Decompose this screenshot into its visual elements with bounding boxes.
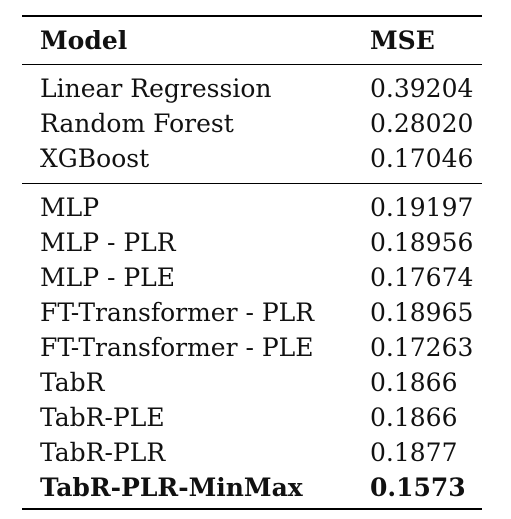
table-row: FT-Transformer - PLE 0.17263 — [0, 331, 511, 365]
model-name: FT-Transformer - PLE — [40, 333, 314, 362]
table-row: TabR 0.1866 — [0, 366, 511, 400]
table-row: TabR-PLR 0.1877 — [0, 436, 511, 470]
header-rule — [22, 64, 482, 65]
table-row: MLP - PLR 0.18956 — [0, 226, 511, 260]
model-name: TabR-PLR-MinMax — [40, 473, 303, 502]
model-name: FT-Transformer - PLR — [40, 298, 315, 327]
mse-value: 0.17674 — [370, 263, 474, 292]
table-row: MLP 0.19197 — [0, 191, 511, 225]
model-name: TabR-PLR — [40, 438, 166, 467]
table-row: TabR-PLE 0.1866 — [0, 401, 511, 435]
mse-value: 0.18956 — [370, 228, 474, 257]
table-row: MLP - PLE 0.17674 — [0, 261, 511, 295]
model-name: Linear Regression — [40, 74, 272, 103]
table-row: FT-Transformer - PLR 0.18965 — [0, 296, 511, 330]
model-name: MLP - PLR — [40, 228, 176, 257]
model-name: TabR — [40, 368, 105, 397]
mse-value: 0.1866 — [370, 403, 458, 432]
table-row: Linear Regression 0.39204 — [0, 72, 511, 106]
table-row: Random Forest 0.28020 — [0, 107, 511, 141]
table-row: XGBoost 0.17046 — [0, 142, 511, 176]
model-name: MLP — [40, 193, 100, 222]
table-row-highlight: TabR-PLR-MinMax 0.1573 — [0, 471, 511, 505]
top-rule — [22, 15, 482, 17]
model-name: Random Forest — [40, 109, 234, 138]
mse-value: 0.17263 — [370, 333, 474, 362]
mse-value: 0.1877 — [370, 438, 458, 467]
header-row: Model MSE — [0, 24, 511, 58]
mse-value: 0.39204 — [370, 74, 474, 103]
model-name: XGBoost — [40, 144, 150, 173]
mse-value: 0.17046 — [370, 144, 474, 173]
mse-value: 0.19197 — [370, 193, 474, 222]
header-mse: MSE — [370, 26, 435, 55]
mse-value: 0.28020 — [370, 109, 474, 138]
mse-value: 0.1573 — [370, 473, 466, 502]
bottom-rule — [22, 508, 482, 510]
header-model: Model — [40, 26, 128, 55]
model-name: MLP - PLE — [40, 263, 176, 292]
group-rule — [22, 183, 482, 184]
mse-value: 0.18965 — [370, 298, 474, 327]
model-name: TabR-PLE — [40, 403, 165, 432]
mse-value: 0.1866 — [370, 368, 458, 397]
